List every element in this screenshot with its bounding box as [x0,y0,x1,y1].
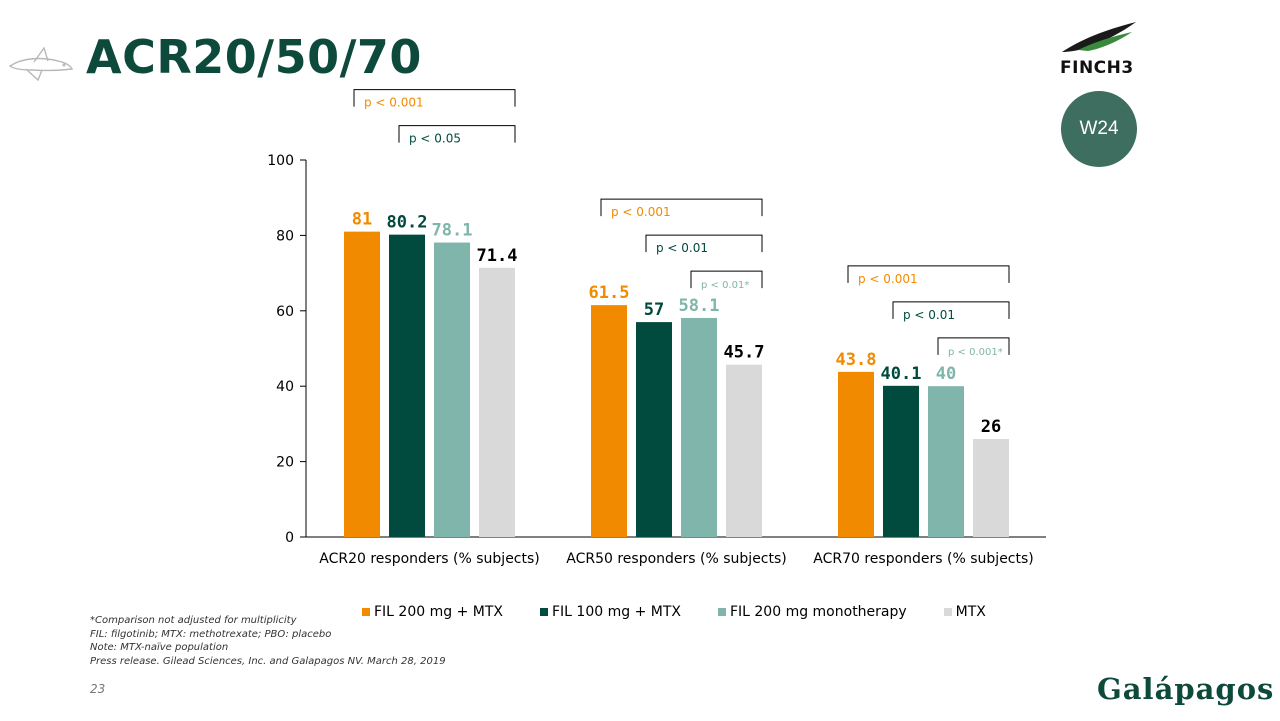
significance-bracket [353,89,516,107]
significance-bracket [600,198,763,217]
significance-bracket [398,125,516,143]
footnotes: *Comparison not adjusted for multiplicit… [90,614,446,668]
y-tick-label: 60 [276,304,294,320]
significance-label: p < 0.01 [903,308,955,322]
significance-label: p < 0.05 [409,132,461,146]
bar [389,234,425,537]
significance-bracket [892,301,1010,319]
legend-entry: FIL 200 mg monotherapy [717,604,907,620]
bar [636,322,672,537]
footnote-line: Press release. Gilead Sciences, Inc. and… [90,655,446,667]
week-badge: W24 [1061,91,1137,167]
significance-label: p < 0.001 [611,205,671,219]
bar-value-label: 58.1 [679,296,720,316]
legend-label: FIL 100 mg + MTX [551,604,681,620]
significance-bracket [690,270,763,289]
legend-label: FIL 200 mg monotherapy [729,604,907,620]
y-tick-label: 20 [276,455,294,471]
bar-value-label: 71.4 [477,246,518,266]
y-tick-label: 40 [276,379,294,395]
significance-bracket [937,337,1010,355]
x-category-label: ACR70 responders (% subjects) [813,551,1034,567]
page-number: 23 [90,682,106,696]
bar [681,317,717,537]
bar [726,364,762,537]
bar [434,242,470,538]
bar [838,371,874,537]
y-tick-label: 0 [285,530,294,546]
legend-entry: FIL 100 mg + MTX [539,604,681,620]
legend-entry: FIL 200 mg + MTX [362,604,503,620]
bar [883,385,919,537]
significance-label: p < 0.001 [364,96,424,110]
bar-value-label: 26 [981,417,1001,437]
y-tick-label: 80 [276,228,294,244]
bar [928,386,964,537]
bar-value-label: 57 [644,300,664,320]
legend-swatch [362,608,370,616]
legend-entry: MTX [943,604,986,620]
significance-bracket [645,234,763,253]
significance-label: p < 0.01 [656,241,708,255]
brand-logo: Galápagos [1097,672,1275,706]
finch-bird-icon [1062,22,1136,52]
significance-label: p < 0.001* [948,347,1003,358]
legend-swatch [717,608,726,616]
week-badge-label: W24 [1079,118,1119,139]
bar-value-label: 40 [936,364,956,384]
bar-value-label: 45.7 [724,343,765,363]
bar-value-label: 61.5 [589,283,630,303]
study-label: FINCH3 [1060,58,1134,78]
significance-label: p < 0.001 [858,272,918,286]
x-category-label: ACR50 responders (% subjects) [566,551,787,567]
bar-value-label: 40.1 [881,364,922,384]
legend-swatch [943,608,952,616]
footnote-line: FIL: filgotinib; MTX: methotrexate; PBO:… [90,628,332,640]
bar [591,305,627,537]
bar-value-label: 81 [352,210,372,230]
legend-label: MTX [955,604,986,620]
bar [479,267,515,537]
flying-fish-icon [8,46,74,82]
bar [973,438,1009,537]
bar-value-label: 43.8 [836,350,877,370]
significance-bracket [847,265,1010,283]
bar [344,231,380,537]
legend-swatch [539,608,548,616]
bar-value-label: 78.1 [432,221,473,241]
bar-value-label: 80.2 [387,213,428,233]
y-tick-label: 100 [267,153,294,169]
footnote-line: Note: MTX-naïve population [90,642,229,653]
footnote-line: *Comparison not adjusted for multiplicit… [90,615,297,626]
x-category-label: ACR20 responders (% subjects) [319,551,540,567]
significance-label: p < 0.01* [701,280,749,291]
page-title: ACR20/50/70 [86,30,422,84]
chart-legend: FIL 200 mg + MTX FIL 100 mg + MTX FIL 200 … [362,604,1023,620]
legend-label: FIL 200 mg + MTX [374,604,503,620]
